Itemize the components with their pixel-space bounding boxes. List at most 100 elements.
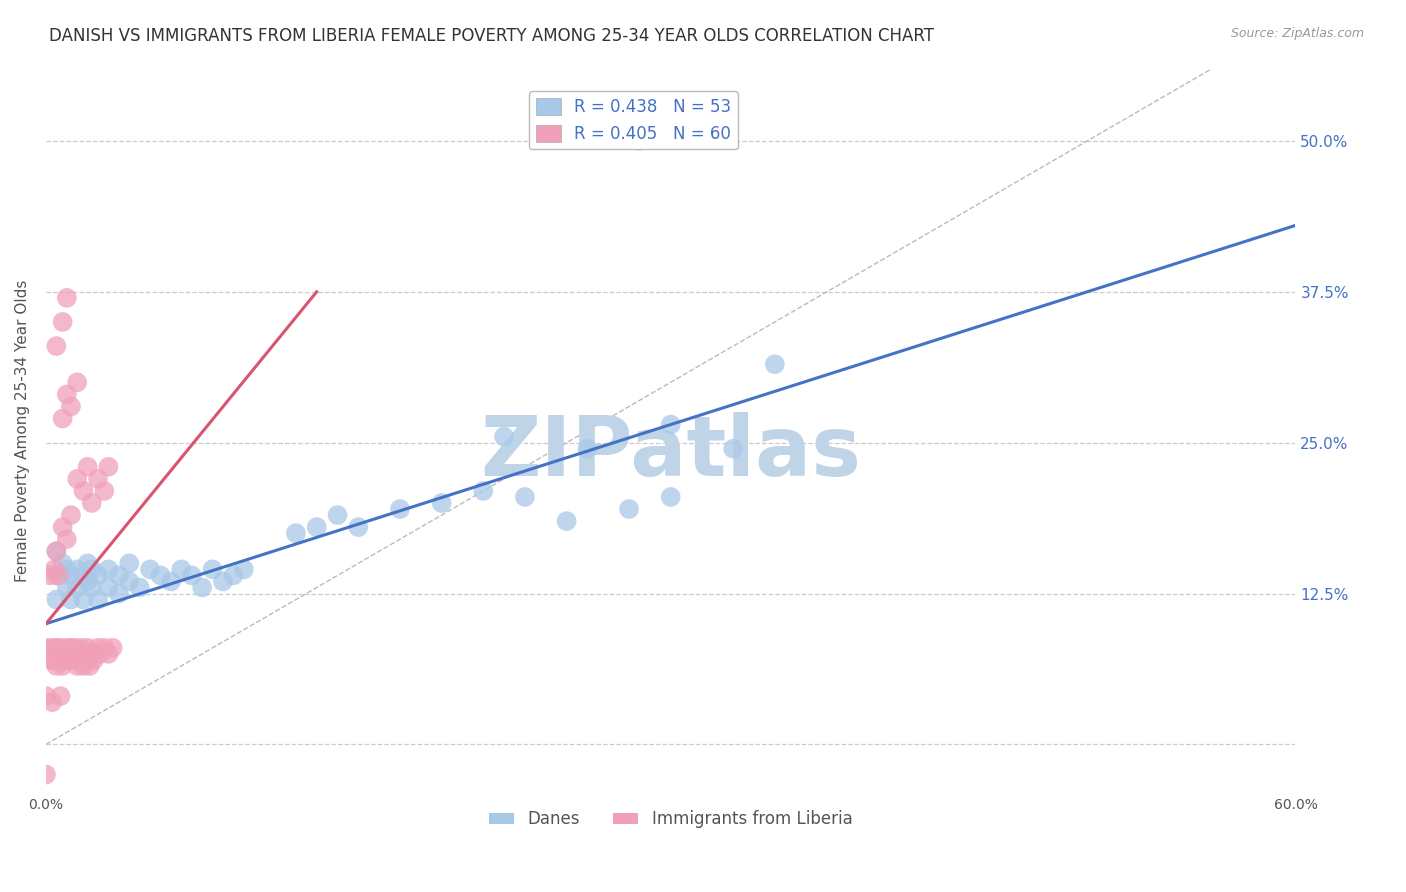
Y-axis label: Female Poverty Among 25-34 Year Olds: Female Poverty Among 25-34 Year Olds	[15, 279, 30, 582]
Point	[59, 400, 82, 414]
Point	[201, 562, 224, 576]
Point	[80, 647, 103, 661]
Point	[59, 592, 82, 607]
Point	[70, 640, 93, 655]
Point	[66, 376, 89, 390]
Point	[93, 483, 115, 498]
Point	[139, 562, 162, 576]
Point	[108, 586, 131, 600]
Point	[45, 544, 67, 558]
Point	[80, 581, 103, 595]
Point	[35, 689, 58, 703]
Point	[659, 417, 682, 432]
Point	[52, 315, 75, 329]
Point	[44, 653, 66, 667]
Point	[52, 520, 75, 534]
Point	[39, 653, 62, 667]
Point	[576, 442, 599, 456]
Point	[39, 568, 62, 582]
Point	[75, 647, 97, 661]
Point	[41, 695, 63, 709]
Point	[763, 357, 786, 371]
Point	[76, 557, 98, 571]
Point	[628, 134, 651, 148]
Point	[128, 581, 150, 595]
Point	[59, 640, 82, 655]
Point	[118, 557, 141, 571]
Point	[93, 640, 115, 655]
Point	[56, 581, 79, 595]
Point	[59, 568, 82, 582]
Point	[67, 647, 90, 661]
Point	[494, 429, 516, 443]
Point	[48, 647, 70, 661]
Point	[44, 562, 66, 576]
Point	[45, 339, 67, 353]
Point	[222, 568, 245, 582]
Point	[305, 520, 328, 534]
Point	[430, 496, 453, 510]
Point	[555, 514, 578, 528]
Point	[72, 568, 94, 582]
Point	[87, 592, 110, 607]
Point	[118, 574, 141, 589]
Point	[41, 640, 63, 655]
Point	[89, 647, 111, 661]
Point	[56, 562, 79, 576]
Point	[80, 562, 103, 576]
Point	[76, 574, 98, 589]
Point	[66, 581, 89, 595]
Point	[97, 459, 120, 474]
Point	[79, 659, 101, 673]
Point	[52, 653, 75, 667]
Point	[97, 562, 120, 576]
Point	[45, 568, 67, 582]
Point	[66, 562, 89, 576]
Point	[170, 562, 193, 576]
Point	[56, 387, 79, 401]
Point	[56, 291, 79, 305]
Point	[45, 544, 67, 558]
Point	[48, 568, 70, 582]
Point	[97, 647, 120, 661]
Point	[80, 496, 103, 510]
Point	[45, 659, 67, 673]
Point	[87, 472, 110, 486]
Point	[59, 508, 82, 522]
Point	[45, 640, 67, 655]
Point	[52, 659, 75, 673]
Point	[56, 532, 79, 546]
Point	[284, 526, 307, 541]
Point	[72, 483, 94, 498]
Point	[76, 653, 98, 667]
Point	[108, 568, 131, 582]
Point	[45, 592, 67, 607]
Point	[72, 653, 94, 667]
Point	[35, 767, 58, 781]
Point	[191, 581, 214, 595]
Point	[617, 502, 640, 516]
Point	[66, 659, 89, 673]
Point	[160, 574, 183, 589]
Point	[83, 653, 105, 667]
Point	[62, 647, 84, 661]
Point	[52, 557, 75, 571]
Point	[49, 689, 72, 703]
Point	[659, 490, 682, 504]
Point	[35, 640, 58, 655]
Point	[59, 653, 82, 667]
Point	[347, 520, 370, 534]
Point	[76, 640, 98, 655]
Point	[53, 647, 76, 661]
Point	[101, 640, 124, 655]
Point	[52, 411, 75, 425]
Text: Source: ZipAtlas.com: Source: ZipAtlas.com	[1230, 27, 1364, 40]
Point	[66, 653, 89, 667]
Point	[63, 640, 86, 655]
Point	[56, 640, 79, 655]
Point	[232, 562, 254, 576]
Text: ZIPatlas: ZIPatlas	[481, 412, 862, 492]
Text: DANISH VS IMMIGRANTS FROM LIBERIA FEMALE POVERTY AMONG 25-34 YEAR OLDS CORRELATI: DANISH VS IMMIGRANTS FROM LIBERIA FEMALE…	[49, 27, 934, 45]
Point	[72, 659, 94, 673]
Point	[513, 490, 536, 504]
